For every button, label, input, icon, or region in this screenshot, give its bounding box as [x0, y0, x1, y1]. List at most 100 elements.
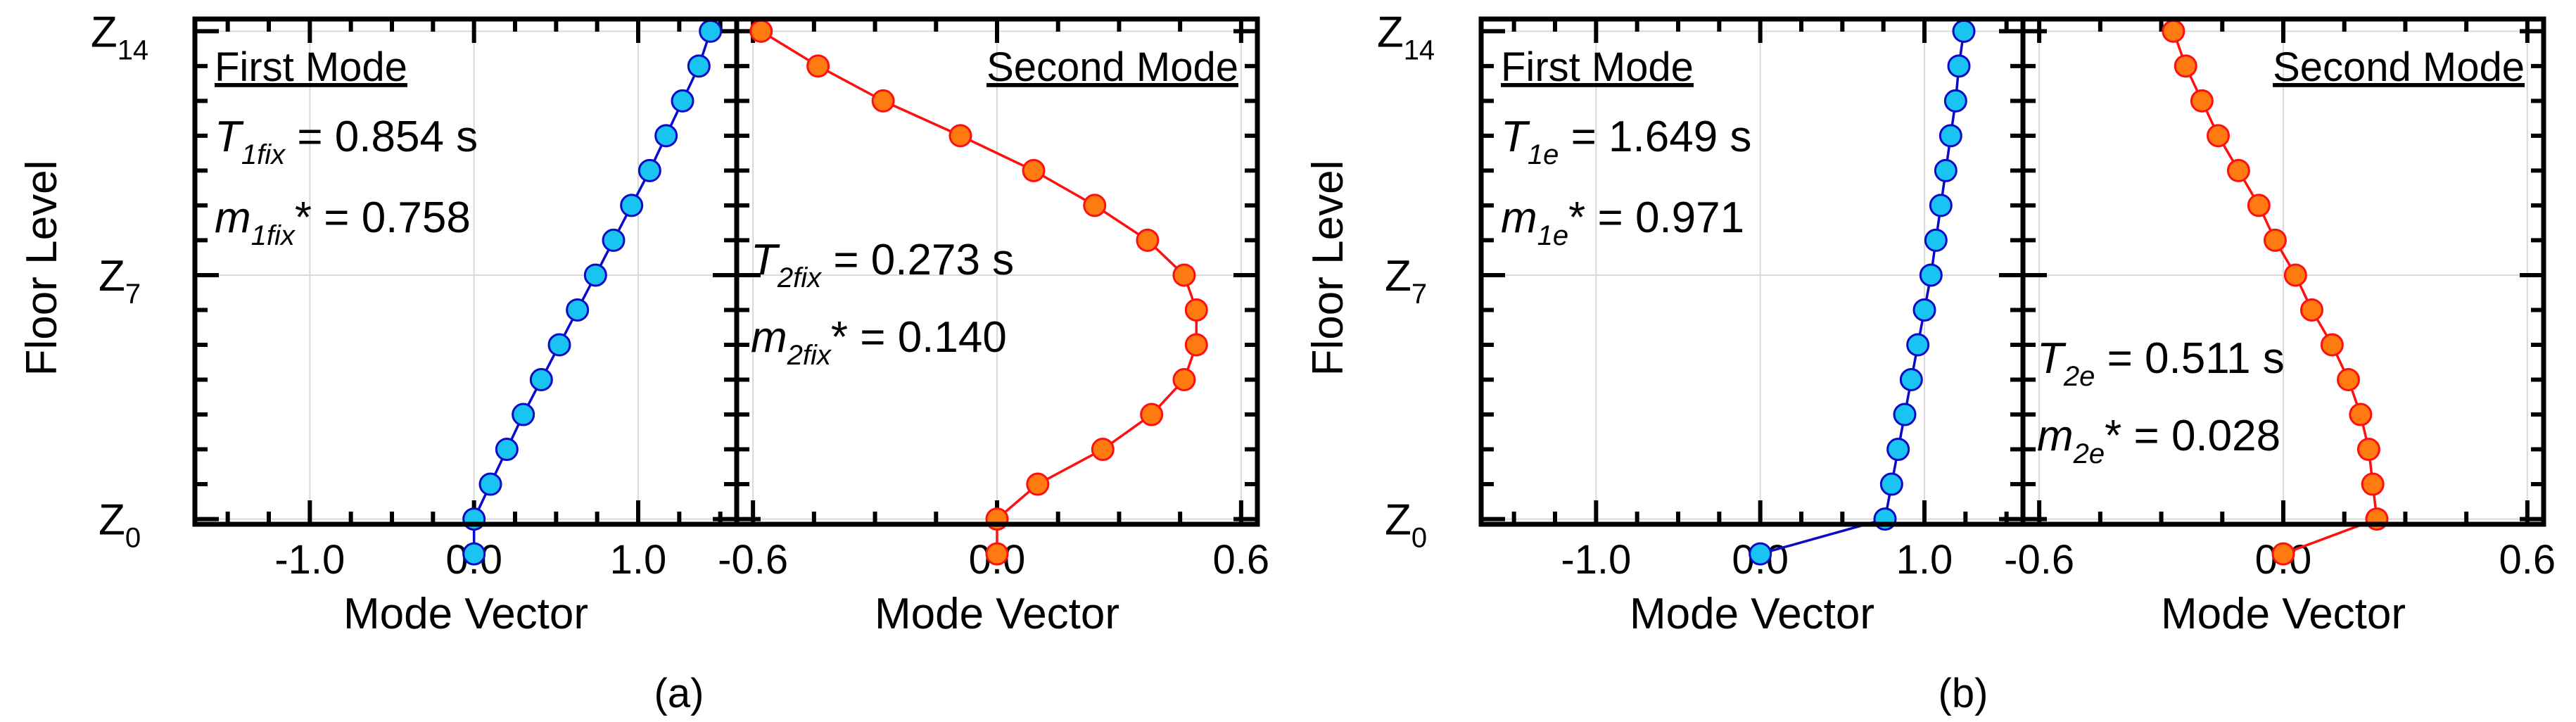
x-axis-label: Mode Vector [1630, 590, 1874, 638]
series-line [472, 30, 712, 555]
y-axis-label: Floor Level [1304, 160, 1352, 376]
y-axis-label: Floor Level [18, 160, 66, 376]
data-point [671, 89, 694, 113]
data-point [1912, 298, 1936, 322]
data-point [1943, 89, 1967, 113]
data-point [512, 403, 535, 426]
data-point [1899, 368, 1923, 392]
x-tick-label: 0.6 [2499, 537, 2556, 583]
series-line [1760, 31, 1965, 555]
plot-frame [2020, 16, 2546, 527]
panel-title: Second Mode [986, 44, 1238, 90]
data-point [1929, 194, 1953, 217]
figure-label-b: (b) [1939, 671, 1988, 716]
data-point [1026, 472, 1050, 496]
data-point [583, 263, 607, 287]
data-point [2283, 263, 2307, 287]
annotation-mass: m2e* = 0.028 [2037, 412, 2280, 469]
data-point [462, 542, 486, 566]
x-tick-label: -1.0 [274, 537, 345, 583]
x-axis-label: Mode Vector [875, 590, 1119, 638]
x-tick-label: 1.0 [1896, 537, 1953, 583]
y-tick-label: Z7 [1385, 252, 1427, 310]
x-axis-label: Mode Vector [2161, 590, 2406, 638]
data-point [529, 368, 553, 392]
data-point [2356, 438, 2380, 462]
data-point [547, 333, 571, 357]
data-point [1172, 263, 1196, 287]
data-point [2247, 194, 2271, 217]
data-point [1879, 472, 1903, 496]
data-point [699, 19, 723, 43]
data-point [495, 438, 519, 462]
series-line [760, 30, 1198, 555]
data-point [985, 542, 1009, 566]
x-tick-label: 0.6 [1213, 537, 1270, 583]
y-tick-label: Z0 [1385, 496, 1427, 554]
data-point [2361, 472, 2385, 496]
data-point [2320, 333, 2344, 357]
data-point [566, 298, 590, 322]
data-point [654, 124, 678, 148]
data-point [1091, 438, 1115, 462]
data-point [2271, 542, 2295, 566]
y-tick-label: Z14 [1377, 8, 1435, 65]
data-point [2174, 54, 2197, 78]
series-line [2172, 30, 2378, 555]
annotation-period: T1e = 1.649 s [1501, 113, 1751, 170]
data-point [948, 124, 972, 148]
x-tick-label: -1.0 [1561, 537, 1631, 583]
data-point [2299, 298, 2323, 322]
x-tick-label: 1.0 [610, 537, 667, 583]
data-point [2337, 368, 2360, 392]
data-point [1924, 228, 1948, 252]
data-point [1934, 158, 1958, 182]
data-point [1952, 19, 1976, 43]
data-point [1919, 263, 1943, 287]
data-point [2226, 158, 2250, 182]
data-point [637, 158, 661, 182]
annotation-mass: m1e* = 0.971 [1501, 194, 1744, 251]
panel-title: First Mode [1501, 44, 1694, 90]
data-point [1886, 438, 1910, 462]
annotation-mass: m1fix* = 0.758 [215, 194, 471, 251]
y-tick-label: Z7 [99, 252, 141, 310]
x-tick-label: -0.6 [718, 537, 788, 583]
data-point [749, 19, 773, 43]
data-point [1939, 124, 1962, 148]
panel-title: Second Mode [2273, 44, 2525, 90]
data-point [1022, 158, 1046, 182]
data-point [2263, 228, 2287, 252]
data-point [602, 228, 626, 252]
annotation-period: T1fix = 0.854 s [215, 113, 478, 170]
data-point [1184, 298, 1208, 322]
data-point [1172, 368, 1196, 392]
data-point [2162, 19, 2185, 43]
data-point [2190, 89, 2214, 113]
data-point [478, 472, 502, 496]
data-point [1947, 54, 1971, 78]
x-tick-label: -0.6 [2004, 537, 2074, 583]
data-point [871, 89, 895, 113]
figure-label-a: (a) [654, 671, 704, 716]
x-axis-label: Mode Vector [343, 590, 588, 638]
data-point [1140, 403, 1164, 426]
data-point [2207, 124, 2230, 148]
annotation-period: T2fix = 0.273 s [751, 236, 1014, 293]
data-point [2349, 403, 2373, 426]
data-point [1893, 403, 1917, 426]
data-point [806, 54, 830, 78]
y-tick-label: Z14 [91, 8, 148, 65]
data-point [1083, 194, 1107, 217]
data-point [1184, 333, 1208, 357]
y-tick-label: Z0 [99, 496, 141, 554]
data-point [1136, 228, 1160, 252]
data-point [1749, 542, 1772, 566]
panel-title: First Mode [215, 44, 407, 90]
